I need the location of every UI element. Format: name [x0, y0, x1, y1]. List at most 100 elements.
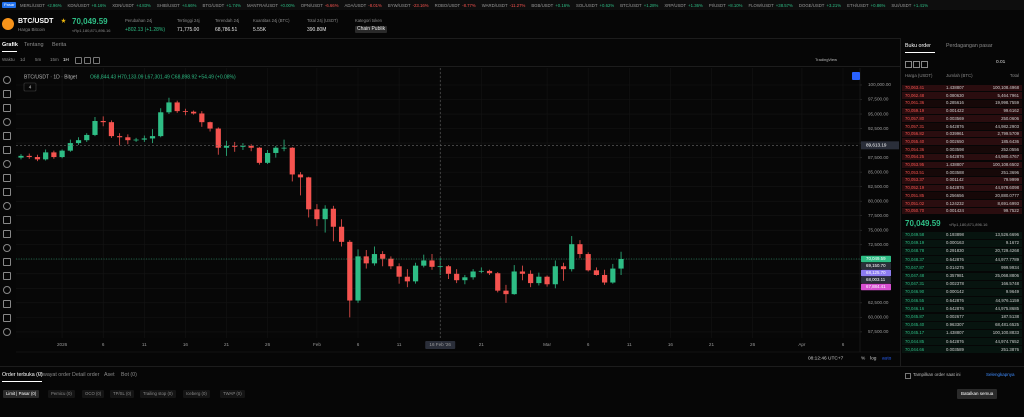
orderbook-cell: 185.6436 [1001, 138, 1019, 144]
tab[interactable]: Grafik [2, 42, 18, 48]
candle-body [404, 276, 410, 282]
orders-subtab[interactable]: Pemicu (0) [48, 390, 75, 399]
orders-subtab[interactable]: OCO (0) [82, 390, 105, 399]
drawing-tool[interactable] [3, 286, 11, 294]
orders-tab[interactable]: Aset [104, 372, 115, 378]
ticker-item[interactable]: MANTRA/USDT +0.00% [247, 3, 295, 8]
drawing-tool[interactable] [3, 146, 11, 154]
drawing-tool[interactable] [3, 90, 11, 98]
orders-subtab[interactable]: TWAP (0) [220, 390, 245, 399]
candle-body [125, 137, 131, 141]
drawing-tool[interactable] [3, 314, 11, 322]
ticker-item[interactable]: BTC/USDT +1.28% [620, 3, 658, 8]
orderbook-precision[interactable]: 0.01 [996, 60, 1006, 65]
favorite-star[interactable] [61, 18, 66, 23]
candle-body [560, 266, 567, 270]
more-link[interactable]: Selengkapnya [986, 372, 1015, 377]
ticker-item[interactable]: ADA/USDT -8.01% [345, 3, 382, 8]
interval[interactable]: 1H [63, 57, 69, 62]
candle-body [84, 134, 90, 141]
ticker-item[interactable]: XDN/USDT +4.83% [112, 3, 151, 8]
orderbook-cell: 0.642876 [946, 297, 964, 303]
interval[interactable]: 15m [50, 57, 59, 62]
ticker-item[interactable]: WARD/USDT -11.27% [482, 3, 526, 8]
drawing-tool[interactable] [3, 300, 11, 308]
ticker-item[interactable]: BYW/USDT -23.16% [388, 3, 429, 8]
orderbook-cell: 20,880.0777 [995, 192, 1019, 198]
tradingview-label[interactable]: TradingView [815, 57, 838, 62]
drawing-tool[interactable] [3, 328, 11, 336]
drawing-tool[interactable] [3, 216, 11, 224]
drawing-tool[interactable] [3, 118, 11, 126]
y-tick-label: 95,000.00 [868, 111, 889, 116]
stat-label: Kuantitas 24j (BTC) [253, 18, 290, 23]
drawing-tool[interactable] [3, 272, 11, 280]
toolbar-icon[interactable] [93, 57, 100, 64]
orders-subtab[interactable]: Limit | Pasar (0) [3, 390, 40, 399]
orders-subtab[interactable]: TP/SL (0) [110, 390, 135, 399]
y-tick-label: 92,500.00 [868, 126, 889, 131]
ticker-item[interactable]: MERL/USDT +2.96% [20, 3, 62, 8]
orders-subtab[interactable]: Iceberg (0) [183, 390, 210, 399]
orders-tab[interactable]: Riwayat order [38, 372, 71, 378]
x-tick-label: 6 [587, 342, 590, 347]
candle-body [108, 122, 115, 137]
ticker-item[interactable]: BGB/USDT +0.16% [531, 3, 570, 8]
orderbook-row-bg [902, 329, 1022, 338]
checkbox[interactable] [905, 373, 911, 379]
x-tick-label: Feb [313, 342, 321, 347]
drawing-tool[interactable] [3, 188, 11, 196]
cancel-all-button[interactable]: Batalkan semua [957, 389, 998, 399]
ticker-item[interactable]: XRP/USDT +1.36% [664, 3, 702, 8]
candle-body [67, 143, 73, 151]
interval[interactable]: 5m [35, 57, 42, 62]
orderbook-mid-price: 70,049.59 [905, 219, 941, 228]
ticker-item[interactable]: ROBO/USDT -8.77% [435, 3, 476, 8]
drawing-tool[interactable] [3, 104, 11, 112]
ticker-change: +8.10% [727, 2, 743, 8]
orderbook-tab[interactable]: Perdagangan pasar [946, 43, 993, 49]
drawing-tool[interactable] [3, 76, 11, 84]
orderbook-view-icon[interactable] [905, 61, 912, 68]
orderbook-cell: 70,048.37 [905, 256, 925, 262]
ticker-item[interactable]: FLOW/USDT +38.57% [748, 3, 792, 8]
ticker-item[interactable]: DOGE/USDT +3.21% [799, 3, 841, 8]
toolbar-icon[interactable] [84, 57, 91, 64]
ticker-change: +4.83% [136, 2, 151, 8]
ticker-item[interactable]: SHIB/USDT +4.66% [157, 3, 197, 8]
ticker-item[interactable]: SUI/USDT +1.41% [891, 3, 928, 8]
tab[interactable]: Berita [52, 42, 67, 48]
orderbook-view-icon[interactable] [913, 61, 920, 68]
candle-body [396, 266, 402, 277]
ticker-item[interactable]: ETH/USDT +0.86% [847, 3, 885, 8]
drawing-tool[interactable] [3, 202, 11, 210]
drawing-tool[interactable] [3, 230, 11, 238]
ticker-pair: OPN/USDT [300, 2, 323, 8]
ticker-item[interactable]: BTG/USDT +1.74% [203, 3, 241, 8]
orderbook-cell: 0.001424 [946, 208, 964, 214]
orderbook-cell: 70,045.40 [905, 322, 925, 328]
tab[interactable]: Tentang [24, 42, 44, 48]
orders-tab[interactable]: Bot (0) [121, 372, 137, 378]
orders-subtab[interactable]: Trailing stop (0) [140, 390, 176, 399]
ticker-item[interactable]: KDN/USDT +8.16% [68, 3, 107, 8]
drawing-tool[interactable] [3, 244, 11, 252]
coin-icon [2, 18, 14, 30]
ticker-item[interactable]: OPN/USDT -6.66% [301, 3, 339, 8]
orders-tab[interactable]: Detail order [72, 372, 100, 378]
candle-body [265, 152, 271, 163]
toolbar-icon[interactable] [75, 57, 82, 64]
drawing-tool[interactable] [3, 132, 11, 140]
orders-tab[interactable]: Order terbuka (0) [2, 372, 43, 378]
ticker-item[interactable]: SOL/USDT +0.62% [576, 3, 614, 8]
candle-body [338, 226, 345, 242]
ticker-item[interactable]: PI/USDT +8.10% [709, 3, 743, 8]
drawing-tool[interactable] [3, 160, 11, 168]
drawing-tool[interactable] [3, 174, 11, 182]
interval[interactable]: Waktu [2, 57, 15, 62]
orderbook-tab[interactable]: Buku order [905, 43, 931, 49]
orderbook-view-icon[interactable] [921, 61, 928, 68]
interval[interactable]: 1d [20, 57, 26, 62]
drawing-tool[interactable] [3, 258, 11, 266]
orderbook-cell: 70,046.16 [905, 305, 925, 311]
